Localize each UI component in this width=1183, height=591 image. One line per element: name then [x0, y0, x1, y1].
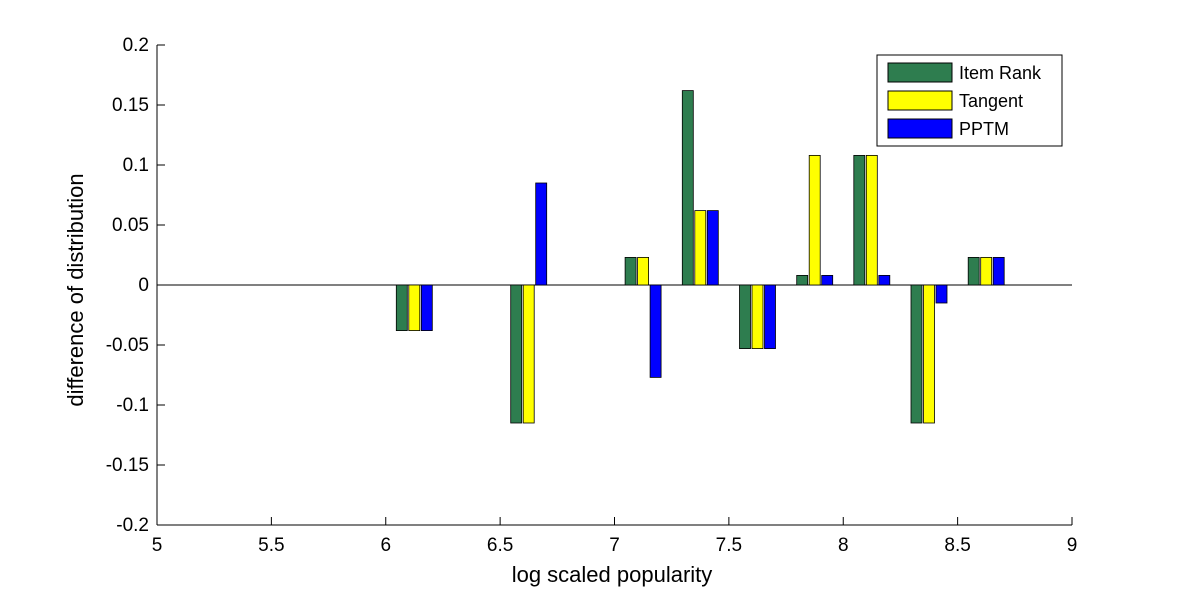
bar-item-rank-6: [853, 154, 866, 286]
y-tick-label: 0.1: [123, 155, 149, 176]
x-tick-label: 7.5: [716, 535, 742, 556]
bar-pptm-7: [935, 284, 948, 304]
bar-tangent-6: [865, 154, 878, 286]
y-tick-label: -0.2: [116, 515, 149, 536]
x-tick-label: 7: [609, 535, 620, 556]
y-tick-label: 0.05: [112, 215, 149, 236]
bars: [395, 90, 1005, 424]
legend-label-tangent: Tangent: [959, 91, 1023, 111]
legend-swatch-tangent: [887, 90, 953, 111]
y-axis-label: difference of distribution: [63, 173, 88, 406]
bar-tangent-2: [637, 256, 649, 286]
bar-pptm-5: [821, 274, 834, 286]
y-tick-label: 0.2: [123, 35, 149, 56]
bar-tangent-5: [808, 154, 821, 286]
bar-tangent-1: [522, 284, 535, 424]
bar-pptm-2: [649, 284, 662, 378]
bar-pptm-6: [878, 274, 891, 286]
bar-tangent-7: [923, 284, 935, 424]
bar-tangent-4: [751, 284, 764, 349]
bar-item-rank-5: [796, 274, 809, 286]
x-tick-label: 5.5: [258, 535, 284, 556]
x-tick-label: 6: [380, 535, 391, 556]
x-axis-label: log scaled popularity: [512, 562, 713, 587]
bar-tangent-3: [694, 210, 707, 286]
bar-item-rank-4: [739, 284, 751, 349]
x-tick-label: 8.5: [944, 535, 970, 556]
x-tick-label: 8: [838, 535, 849, 556]
bar-item-rank-0: [395, 284, 408, 331]
bar-pptm-0: [420, 284, 433, 331]
legend-label-item-rank: Item Rank: [959, 63, 1042, 83]
axes: 5 5.5 6 6.5 7 7.5 8 8.5 9 -0.2 -0.15 -0.1 -0.05 0 0.05…: [106, 35, 1078, 556]
bar-tangent-8: [980, 256, 993, 286]
y-tick-label: -0.15: [106, 455, 149, 476]
bar-pptm-3: [706, 210, 719, 286]
bar-item-rank-3: [681, 90, 694, 286]
legend: Item Rank Tangent PPTM: [876, 54, 1063, 147]
y-tick-label: -0.05: [106, 335, 149, 356]
x-tick-label: 6.5: [487, 535, 513, 556]
y-tick-label: -0.1: [116, 395, 149, 416]
legend-swatch-item-rank: [887, 62, 953, 83]
bar-tangent-0: [408, 284, 421, 331]
x-tick-label: 9: [1067, 535, 1078, 556]
x-tick-label: 5: [152, 535, 163, 556]
bar-pptm-4: [764, 284, 776, 349]
legend-label-pptm: PPTM: [959, 119, 1009, 139]
bar-item-rank-7: [910, 284, 923, 424]
bar-item-rank-2: [624, 256, 637, 286]
legend-swatch-pptm: [887, 118, 953, 139]
y-tick-label: 0.15: [112, 95, 149, 116]
bar-pptm-8: [992, 256, 1005, 286]
bar-item-rank-8: [967, 256, 980, 286]
y-tick-label: 0: [138, 275, 149, 296]
bar-pptm-1: [535, 182, 548, 286]
bar-item-rank-1: [510, 284, 523, 424]
